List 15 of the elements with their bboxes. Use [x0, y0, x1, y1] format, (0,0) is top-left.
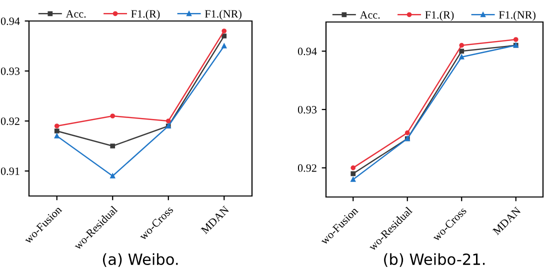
y-tick-label: 0.92	[298, 164, 316, 172]
legend-label: F1.(R)	[425, 10, 454, 21]
y-tick-label: 0.92	[0, 117, 20, 126]
y-tick-label: 0.93	[298, 106, 317, 114]
text: (b) Weibo-21.	[384, 253, 485, 267]
y-tick-label: 0.94	[0, 17, 20, 26]
y-tick-label: 0.94	[298, 48, 317, 56]
y-tick-label: 0.93	[0, 67, 20, 76]
text: (a) Weibo.	[103, 253, 178, 267]
legend-label: F1.(NR)	[204, 10, 242, 20]
y-tick-label: 0.91	[0, 167, 20, 176]
legend-label: Acc.	[360, 11, 380, 19]
legend-label: F1.(R)	[131, 10, 160, 20]
legend-label: F1.(NR)	[498, 10, 536, 21]
legend-label: Acc.	[66, 10, 86, 18]
